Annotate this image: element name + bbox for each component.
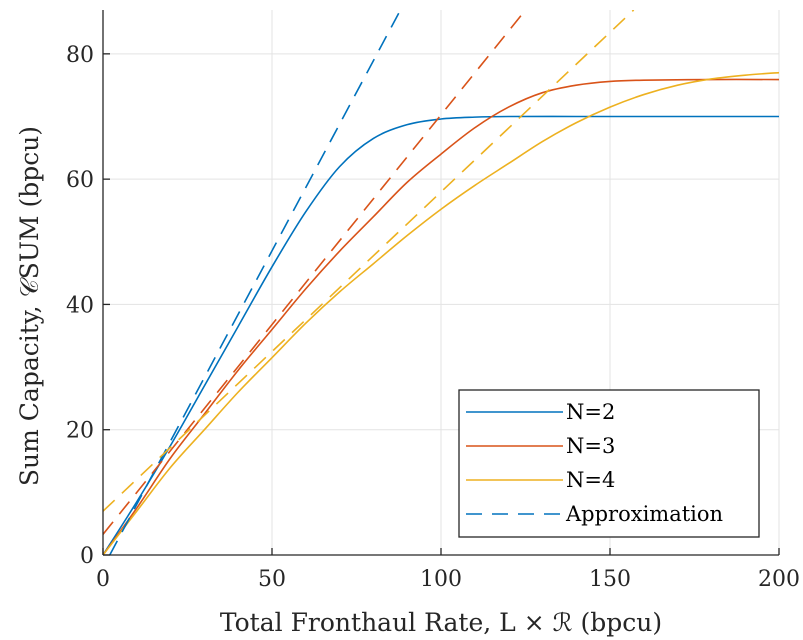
x-tick-label-0: 0 <box>96 567 110 592</box>
legend-label-n2: N=2 <box>566 400 615 424</box>
y-axis-label: Sum Capacity, 𝒞SUM (bpcu) <box>15 126 44 486</box>
series-line-2 <box>103 71 779 555</box>
legend-label-n4: N=4 <box>566 468 615 492</box>
y-tick-label-0: 0 <box>80 544 94 569</box>
legend-label-approximation: Approximation <box>565 502 723 526</box>
y-tick-label-3: 60 <box>66 168 94 193</box>
series-line-0 <box>103 115 779 555</box>
legend-box <box>458 389 760 538</box>
series-line-4 <box>103 10 527 535</box>
x-tick-label-3: 150 <box>589 567 631 592</box>
x-tick-label-2: 100 <box>420 567 462 592</box>
x-axis-label: Total Fronthaul Rate, L × ℛ (bpcu) <box>220 608 662 637</box>
y-tick-label-2: 40 <box>66 293 94 318</box>
series-line-3 <box>109 10 402 555</box>
series-line-1 <box>103 78 779 555</box>
legend: N=2 N=3 N=4 Approximation <box>458 389 760 538</box>
y-tick-label-4: 80 <box>66 43 94 68</box>
plot-series <box>103 10 779 555</box>
axes <box>102 10 780 556</box>
legend-label-n3: N=3 <box>566 434 615 458</box>
tick-labels: 0 50 100 150 200 0 20 40 60 80 <box>66 43 800 592</box>
x-tick-label-4: 200 <box>758 567 800 592</box>
series-group <box>103 10 779 555</box>
y-tick-label-1: 20 <box>66 419 94 444</box>
x-tick-label-1: 50 <box>258 567 286 592</box>
series-line-5 <box>103 10 635 512</box>
